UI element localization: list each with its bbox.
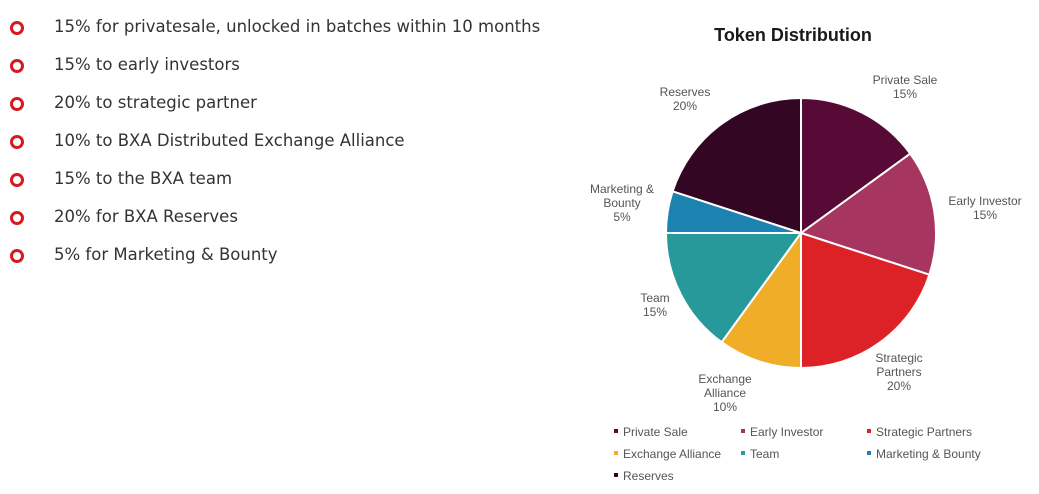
token-distribution-chart: Token Distribution Private Sale 15% Early …: [590, 25, 1022, 483]
legend-label: Early Investor: [750, 425, 823, 439]
bullet-list: 15% for privatesale, unlocked in batches…: [10, 14, 540, 280]
legend-item-reserves: Reserves: [614, 469, 674, 483]
legend-label: Private Sale: [623, 425, 688, 439]
legend-item-team: Team: [741, 447, 779, 461]
bullet-ring-icon: [10, 135, 24, 149]
legend-swatch: [867, 429, 871, 433]
slice-label-team: Team 15%: [640, 291, 669, 319]
slice-label-private-sale: Private Sale 15%: [873, 73, 938, 101]
legend-item-marketing-bounty: Marketing & Bounty: [867, 447, 981, 461]
bullet-ring-icon: [10, 21, 24, 35]
bullet-text: 15% to early investors: [54, 55, 240, 74]
pie-slice-exchange-alliance: [720, 229, 802, 370]
legend-item-exchange-alliance: Exchange Alliance: [614, 447, 721, 461]
legend-label: Exchange Alliance: [623, 447, 721, 461]
slice-label-early-investor: Early Investor 15%: [948, 194, 1021, 222]
legend-item-private-sale: Private Sale: [614, 425, 688, 439]
bullet-ring-icon: [10, 173, 24, 187]
bullet-text: 5% for Marketing & Bounty: [54, 245, 278, 264]
pie-slice-team: [664, 232, 803, 344]
legend-item-early-investor: Early Investor: [741, 425, 823, 439]
legend-label: Team: [750, 447, 779, 461]
bullet-text: 15% for privatesale, unlocked in batches…: [54, 17, 541, 36]
chart-legend: Private Sale Early Investor Strategic Part…: [614, 425, 981, 483]
bullet-item: 5% for Marketing & Bounty: [10, 242, 540, 280]
pie-slice-reserves: [671, 96, 802, 235]
bullet-item: 20% to strategic partner: [10, 90, 540, 128]
legend-swatch: [741, 451, 745, 455]
chart-title: Token Distribution: [714, 25, 872, 45]
bullet-ring-icon: [10, 211, 24, 225]
legend-swatch: [867, 451, 871, 455]
bullet-item: 15% to early investors: [10, 52, 540, 90]
slice-label-strategic-partners: Strategic Partners 20%: [875, 351, 922, 393]
legend-label: Strategic Partners: [876, 425, 972, 439]
slice-label-exchange-alliance: Exchange Alliance 10%: [698, 372, 752, 414]
pie-slices: [664, 96, 937, 370]
bullet-ring-icon: [10, 249, 24, 263]
bullet-text: 20% to strategic partner: [54, 93, 257, 112]
pie-slice-labels: Private Sale 15% Early Investor 15% Strategi…: [590, 73, 1022, 414]
legend-label: Reserves: [623, 469, 674, 483]
pie-slice-strategic-partners: [800, 231, 931, 370]
bullet-text: 10% to BXA Distributed Exchange Alliance: [54, 131, 405, 150]
pie-slice-private-sale: [800, 96, 912, 235]
bullet-item: 20% for BXA Reserves: [10, 204, 540, 242]
legend-item-strategic-partners: Strategic Partners: [867, 425, 972, 439]
bullet-ring-icon: [10, 59, 24, 73]
bullet-item: 15% to the BXA team: [10, 166, 540, 204]
bullet-text: 15% to the BXA team: [54, 169, 233, 188]
legend-swatch: [614, 429, 618, 433]
legend-swatch: [614, 473, 618, 477]
bullet-item: 15% for privatesale, unlocked in batches…: [10, 14, 540, 52]
legend-swatch: [614, 451, 618, 455]
pie-slice-early-investor: [798, 152, 937, 276]
bullet-text: 20% for BXA Reserves: [54, 207, 238, 226]
slice-label-marketing-bounty: Marketing & Bounty 5%: [590, 182, 654, 224]
bullet-ring-icon: [10, 97, 24, 111]
legend-swatch: [741, 429, 745, 433]
legend-label: Marketing & Bounty: [876, 447, 981, 461]
slice-label-reserves: Reserves 20%: [660, 85, 711, 113]
bullet-item: 10% to BXA Distributed Exchange Alliance: [10, 128, 540, 166]
